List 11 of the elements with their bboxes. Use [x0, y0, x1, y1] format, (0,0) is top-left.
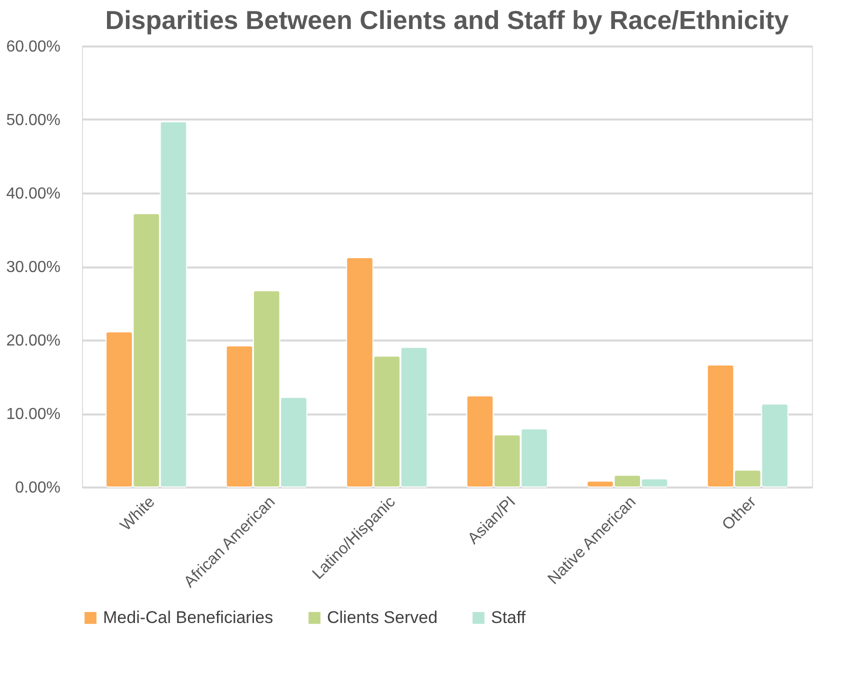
legend-label: Clients Served — [327, 608, 438, 627]
y-tick-label: 0.00% — [15, 480, 60, 496]
y-tick-label: 60.00% — [6, 38, 60, 56]
y-tick-label: 10.00% — [6, 406, 60, 423]
legend-label: Staff — [491, 608, 526, 627]
y-tick-label: 30.00% — [6, 259, 60, 276]
y-tick-label: 40.00% — [6, 186, 60, 202]
y-tick-label: 20.00% — [6, 332, 60, 350]
chart-title: Disparities Between Clients and Staff by Race/Ethnicity — [105, 5, 790, 35]
y-tick-label: 50.00% — [6, 112, 60, 129]
legend-label: Medi-Cal Beneficiaries — [103, 608, 274, 627]
